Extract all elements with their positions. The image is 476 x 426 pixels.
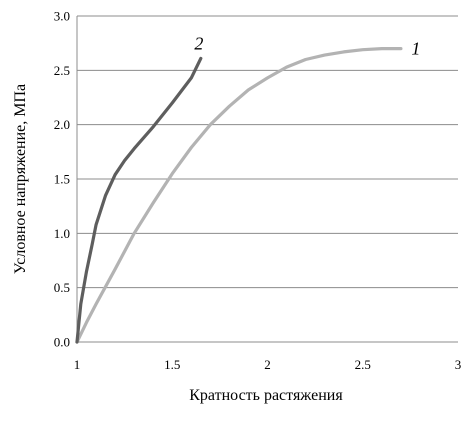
y-tick-label: 1.0 (54, 226, 70, 241)
y-axis-title: Условное напряжение, МПа (12, 84, 29, 274)
series-label-1: 1 (411, 39, 420, 59)
x-tick-label: 3 (455, 357, 462, 372)
y-tick-label: 1.5 (54, 172, 70, 187)
series-lines (75, 46, 403, 344)
y-tick-label: 2.0 (54, 117, 70, 132)
y-tick-label: 3.0 (54, 9, 70, 24)
x-axis-title: Кратность растяжения (189, 387, 343, 404)
axes (76, 16, 458, 343)
y-tick-label: 0.5 (54, 280, 70, 295)
y-tick-label: 2.5 (54, 63, 70, 78)
tick-labels: 0.0 0.5 1.0 1.5 2.0 2.5 3.0 1 1.5 2 2.5 3 (54, 9, 462, 373)
x-tick-label: 1 (74, 357, 81, 372)
gridlines (77, 15, 458, 289)
x-tick-label: 2 (264, 357, 271, 372)
x-tick-label: 1.5 (164, 357, 180, 372)
series-label-2: 2 (194, 33, 203, 53)
series-line-1 (75, 46, 403, 344)
series-line-2 (75, 56, 203, 344)
y-tick-label: 0.0 (54, 335, 70, 350)
curve-labels: 12 (194, 33, 420, 58)
x-tick-label: 2.5 (355, 357, 371, 372)
